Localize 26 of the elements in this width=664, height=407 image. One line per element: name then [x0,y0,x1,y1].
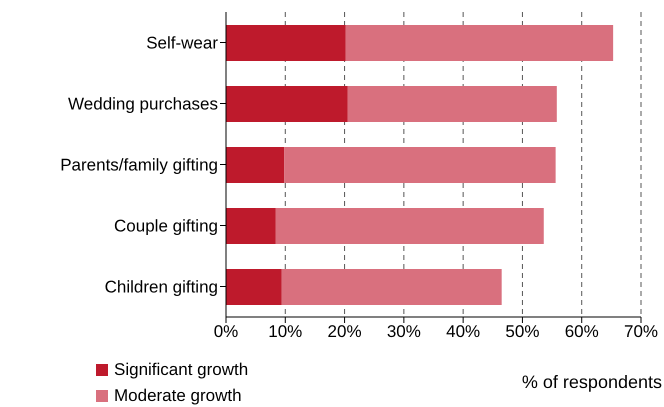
y-tick-label: Children gifting [104,278,218,297]
bar [282,269,502,305]
y-tick-label: Self-wear [146,34,218,53]
bar [226,25,346,61]
x-tick-label: 60% [564,322,599,342]
x-tick-label: 70% [624,322,658,342]
x-tick-label: 50% [505,322,540,342]
y-tick-label: Parents/family gifting [60,156,218,175]
bar [226,208,276,244]
x-tick-label: 0% [214,322,238,342]
x-tick-label: 40% [446,322,480,342]
legend-label: Moderate growth [114,385,242,407]
x-axis-title: % of respondents [522,372,662,393]
y-tick-label: Wedding purchases [68,94,218,114]
y-tick-label: Couple gifting [114,216,218,236]
bar [226,147,284,183]
bar [226,269,282,305]
legend-label: Significant growth [114,359,248,381]
x-tick-label: 30% [386,322,421,342]
bar [276,208,544,244]
x-tick-label: 20% [328,322,362,342]
bar [226,86,348,122]
x-tick-label: 10% [268,322,302,342]
bar [346,25,614,61]
bar [284,147,556,183]
bar [348,86,557,122]
